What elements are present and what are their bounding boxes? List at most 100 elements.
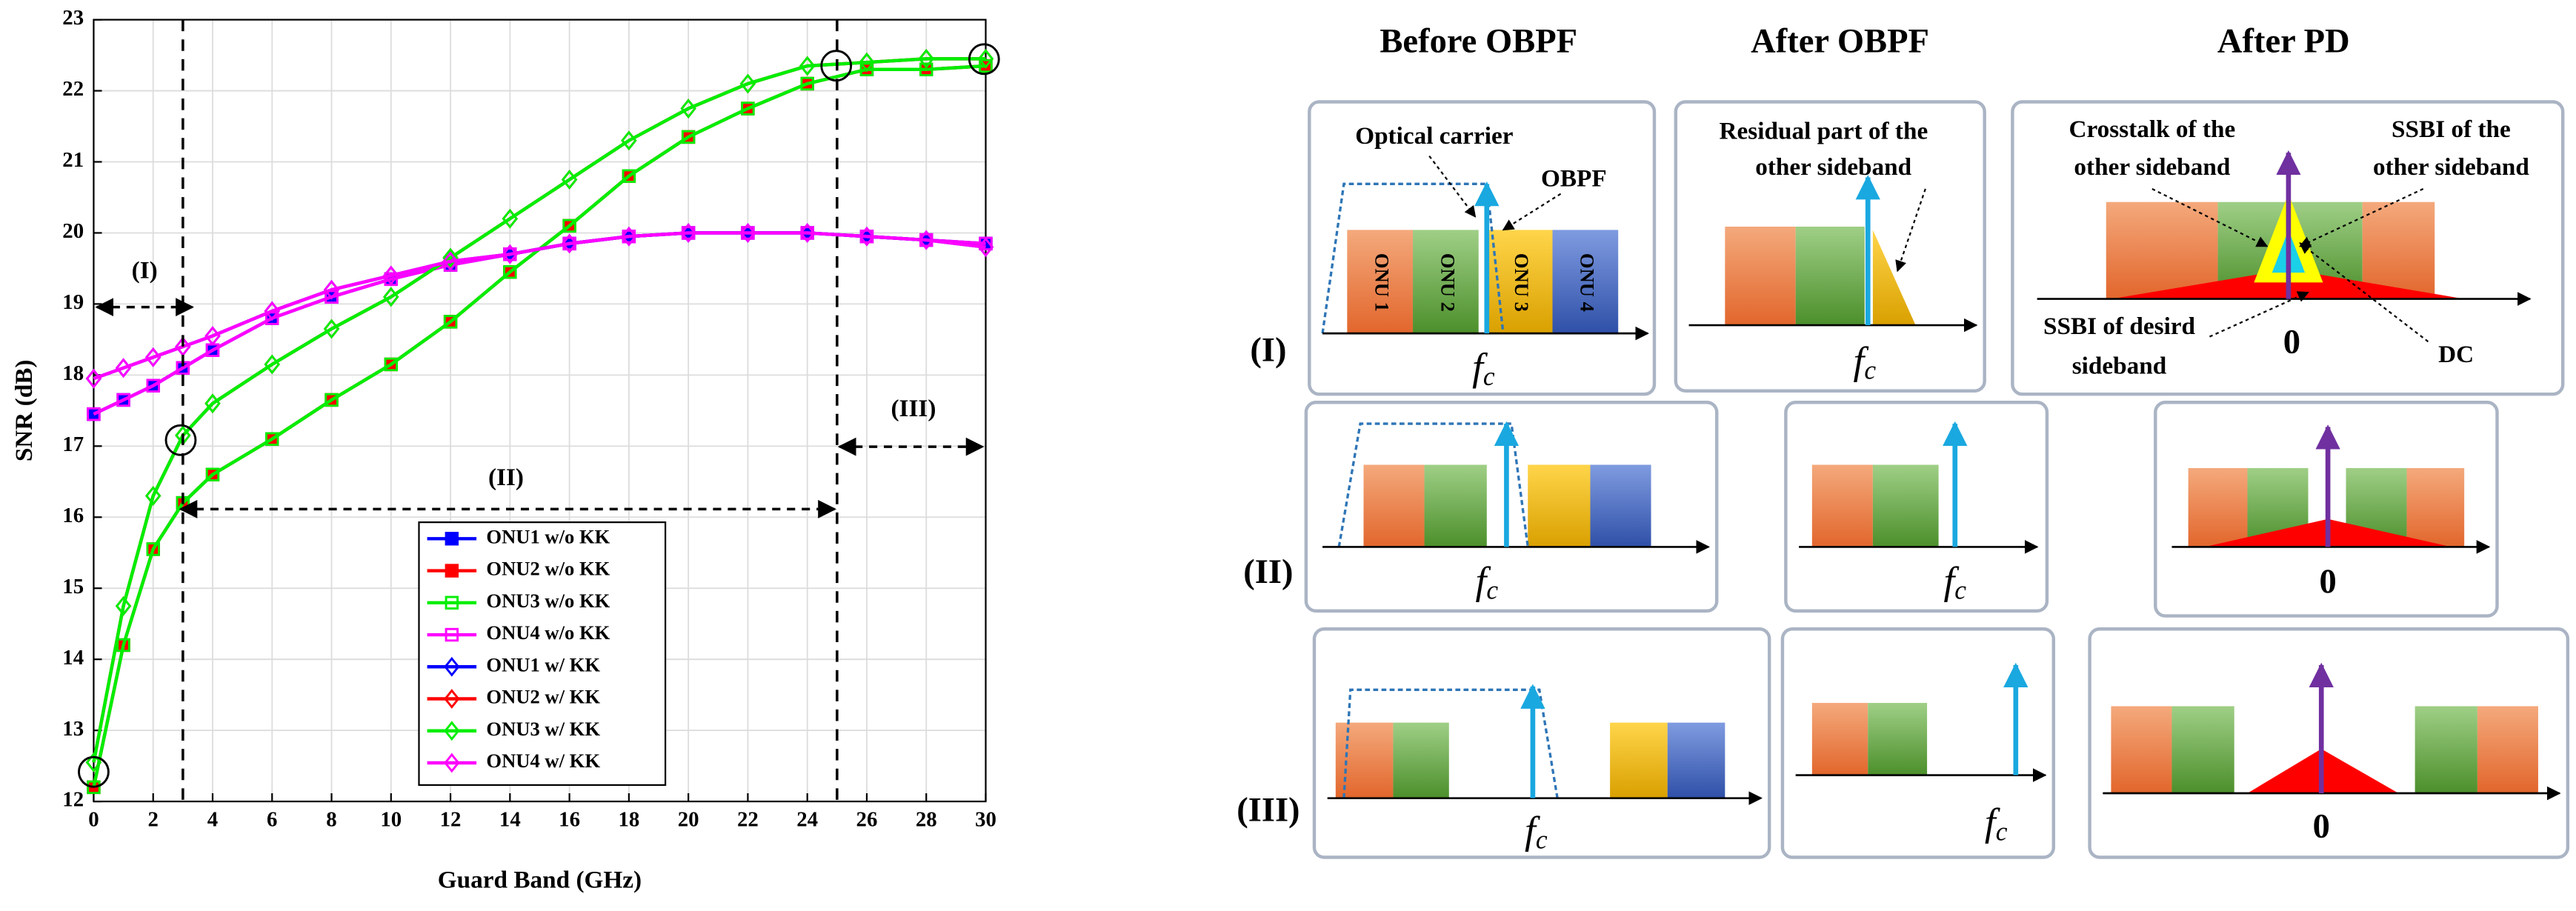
legend-box <box>418 521 667 787</box>
marker <box>444 689 460 709</box>
pointer <box>2299 242 2429 343</box>
fc-sub: c <box>1483 361 1495 391</box>
x-tick-label: 10 <box>380 807 402 831</box>
fc-sub: c <box>1954 575 1966 605</box>
marker <box>562 218 576 233</box>
obpf-shape <box>1321 182 1505 334</box>
band-block <box>2362 201 2435 299</box>
annotation: other sideband <box>1755 153 1911 181</box>
band-block <box>2477 706 2538 794</box>
marker <box>444 753 460 773</box>
marker <box>977 48 994 69</box>
band-block <box>1424 464 1487 547</box>
marker <box>621 226 637 247</box>
marker <box>741 101 755 116</box>
x-tick-label: 6 <box>267 807 277 831</box>
band-block <box>1552 230 1619 334</box>
marker <box>442 247 459 268</box>
y-tick-label: 12 <box>62 788 84 812</box>
marker <box>85 752 102 772</box>
panel <box>1312 627 1771 859</box>
marker <box>800 76 814 91</box>
annotation: (III) <box>891 395 936 422</box>
marker <box>115 595 132 616</box>
band-block <box>1667 722 1725 798</box>
marker <box>116 638 130 653</box>
annotation: Optical carrier <box>1355 122 1513 150</box>
marker <box>445 627 459 642</box>
marker <box>503 265 517 279</box>
onu-label: ONU 2 <box>1437 253 1459 312</box>
highlight-circle <box>968 43 1000 76</box>
y-tick-label: 16 <box>62 504 84 527</box>
marker <box>977 237 994 258</box>
band-block <box>2171 706 2234 794</box>
annotation: OBPF <box>1541 165 1607 193</box>
marker <box>144 347 162 367</box>
band-block <box>1528 464 1591 547</box>
marker <box>739 73 756 94</box>
y-tick-label: 20 <box>62 219 84 243</box>
diagram: Before OBPF After OBPF After PD (I) (II)… <box>1237 23 2570 859</box>
marker <box>115 358 132 378</box>
marker <box>146 378 160 393</box>
band-block <box>1486 230 1553 334</box>
marker <box>383 265 399 286</box>
marker <box>384 357 398 372</box>
series-line <box>92 64 986 788</box>
column-title: After PD <box>2217 23 2350 61</box>
band-block <box>1811 464 1873 547</box>
zero-label: 0 <box>2283 323 2300 361</box>
legend-label: ONU1 w/o KK <box>486 525 610 547</box>
marker <box>445 532 459 546</box>
row-label: (II) <box>1243 553 1293 591</box>
marker <box>622 169 636 183</box>
x-axis-label: Guard Band (GHz) <box>438 866 642 893</box>
row-label: (III) <box>1237 791 1299 829</box>
zero-label: 0 <box>2319 563 2336 601</box>
band-block <box>1590 464 1651 547</box>
pointer <box>1502 193 1562 231</box>
legend-label: ONU1 w/ KK <box>486 653 600 675</box>
marker <box>918 48 934 69</box>
marker <box>204 393 221 414</box>
marker <box>383 287 399 307</box>
marker <box>146 542 160 556</box>
marker <box>680 223 696 243</box>
band-block <box>1393 722 1449 798</box>
marker <box>443 315 458 329</box>
annotation: other sideband <box>2373 153 2529 181</box>
marker <box>325 393 339 407</box>
marker <box>444 721 460 741</box>
annotation: (II) <box>488 464 524 491</box>
annotation: DC <box>2438 341 2474 368</box>
annotation: (I) <box>132 257 158 284</box>
marker <box>445 564 459 578</box>
marker <box>445 595 459 610</box>
x-tick-label: 0 <box>88 807 99 831</box>
x-tick-label: 30 <box>975 807 996 831</box>
highlight-circle <box>78 755 110 788</box>
marker <box>859 226 875 247</box>
annotation: Residual part of the <box>1720 117 1928 144</box>
y-tick-label: 21 <box>62 148 84 172</box>
marker <box>799 223 816 243</box>
marker <box>918 230 934 250</box>
x-tick-label: 4 <box>207 807 218 831</box>
marker <box>444 656 460 677</box>
y-axis-label: SNR (dB) <box>10 360 38 462</box>
band-block <box>2106 201 2218 299</box>
zero-label: 0 <box>2313 807 2330 845</box>
pointer <box>2299 187 2424 247</box>
marker <box>859 52 875 73</box>
fc-sub: c <box>1486 575 1498 605</box>
series-line <box>92 57 986 763</box>
highlight-circle <box>164 424 197 456</box>
legend-label: ONU2 w/ KK <box>486 686 600 708</box>
legend-label: ONU2 w/o KK <box>486 558 610 580</box>
y-tick-label: 19 <box>62 290 84 314</box>
y-tick-label: 15 <box>62 575 84 598</box>
marker <box>681 130 696 144</box>
row-label: (I) <box>1250 331 1286 369</box>
